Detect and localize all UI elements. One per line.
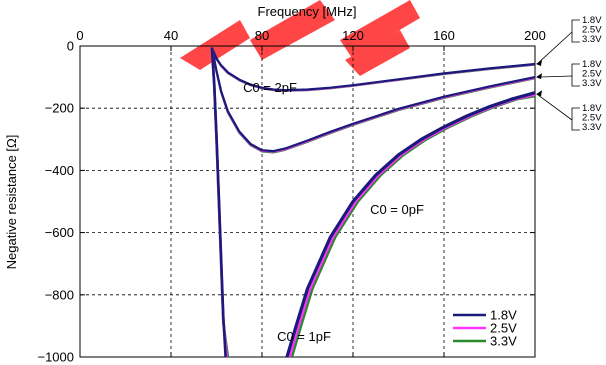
bracket-arrow <box>536 31 573 65</box>
y-tick-label: −1000 <box>37 350 74 365</box>
y-tick-label: −200 <box>45 101 74 116</box>
grid-lines <box>80 46 535 357</box>
legend-label-2.5V: 2.5V <box>490 321 517 336</box>
bracket-line <box>571 63 580 87</box>
bracket-line <box>571 107 580 131</box>
annotation-c0-1pf: C0 = 1pF <box>277 329 331 344</box>
side-voltage-label: 2.5V <box>582 69 602 80</box>
y-tick-label: −400 <box>45 163 74 178</box>
side-voltage-label: 3.3V <box>582 34 602 45</box>
x-tick-label: 0 <box>76 28 83 43</box>
annotation-c0-0pf: C0 = 0pF <box>370 202 424 217</box>
y-tick-label: 0 <box>67 39 74 54</box>
x-axis-title: Frequency [MHz] <box>258 4 357 19</box>
bracket-arrow <box>536 93 573 121</box>
side-voltage-label: 2.5V <box>582 25 602 36</box>
side-voltage-label: 3.3V <box>582 78 602 89</box>
series-line-c02pf-1.8V <box>210 47 535 92</box>
side-voltage-label: 3.3V <box>582 122 602 133</box>
x-tick-label: 120 <box>342 28 364 43</box>
axis-ticks: 0 40 80 120 160 200 0 −200 −400 −600 −800 −1000 <box>37 28 545 365</box>
bracket-arrowhead <box>536 90 542 97</box>
side-voltage-labels: 1.8V2.5V3.3V1.8V2.5V3.3V1.8V2.5V3.3V <box>536 15 602 133</box>
y-axis-title: Negative resistance [Ω] <box>4 135 19 270</box>
legend-label-1.8V: 1.8V <box>490 308 517 323</box>
bracket-arrowhead <box>536 73 542 80</box>
series-line-c00pf-1.8V-branch <box>285 91 535 357</box>
series-layer <box>210 47 535 357</box>
x-tick-label: 80 <box>255 28 269 43</box>
series-line-c00pf-1.8V <box>210 47 227 357</box>
side-voltage-label: 1.8V <box>582 15 602 26</box>
plot-area <box>79 45 536 358</box>
legend-label-3.3V: 3.3V <box>490 334 517 349</box>
series-line-c01pf-1.8V <box>210 47 535 153</box>
side-voltage-label: 1.8V <box>582 103 602 114</box>
bracket-arrow <box>536 75 573 78</box>
x-tick-label: 40 <box>164 28 178 43</box>
x-tick-label: 160 <box>433 28 455 43</box>
bracket-arrowhead <box>536 60 542 67</box>
watermark-graphic <box>180 0 420 76</box>
side-voltage-label: 2.5V <box>582 113 602 124</box>
side-voltage-label: 1.8V <box>582 59 602 70</box>
annotation-c0-2pf: C0 = 2pF <box>243 80 297 95</box>
y-tick-label: −800 <box>45 287 74 302</box>
legend: 1.8V2.5V3.3V <box>453 308 517 349</box>
x-tick-label: 200 <box>524 28 546 43</box>
bracket-line <box>571 19 580 43</box>
y-tick-label: −600 <box>45 225 74 240</box>
